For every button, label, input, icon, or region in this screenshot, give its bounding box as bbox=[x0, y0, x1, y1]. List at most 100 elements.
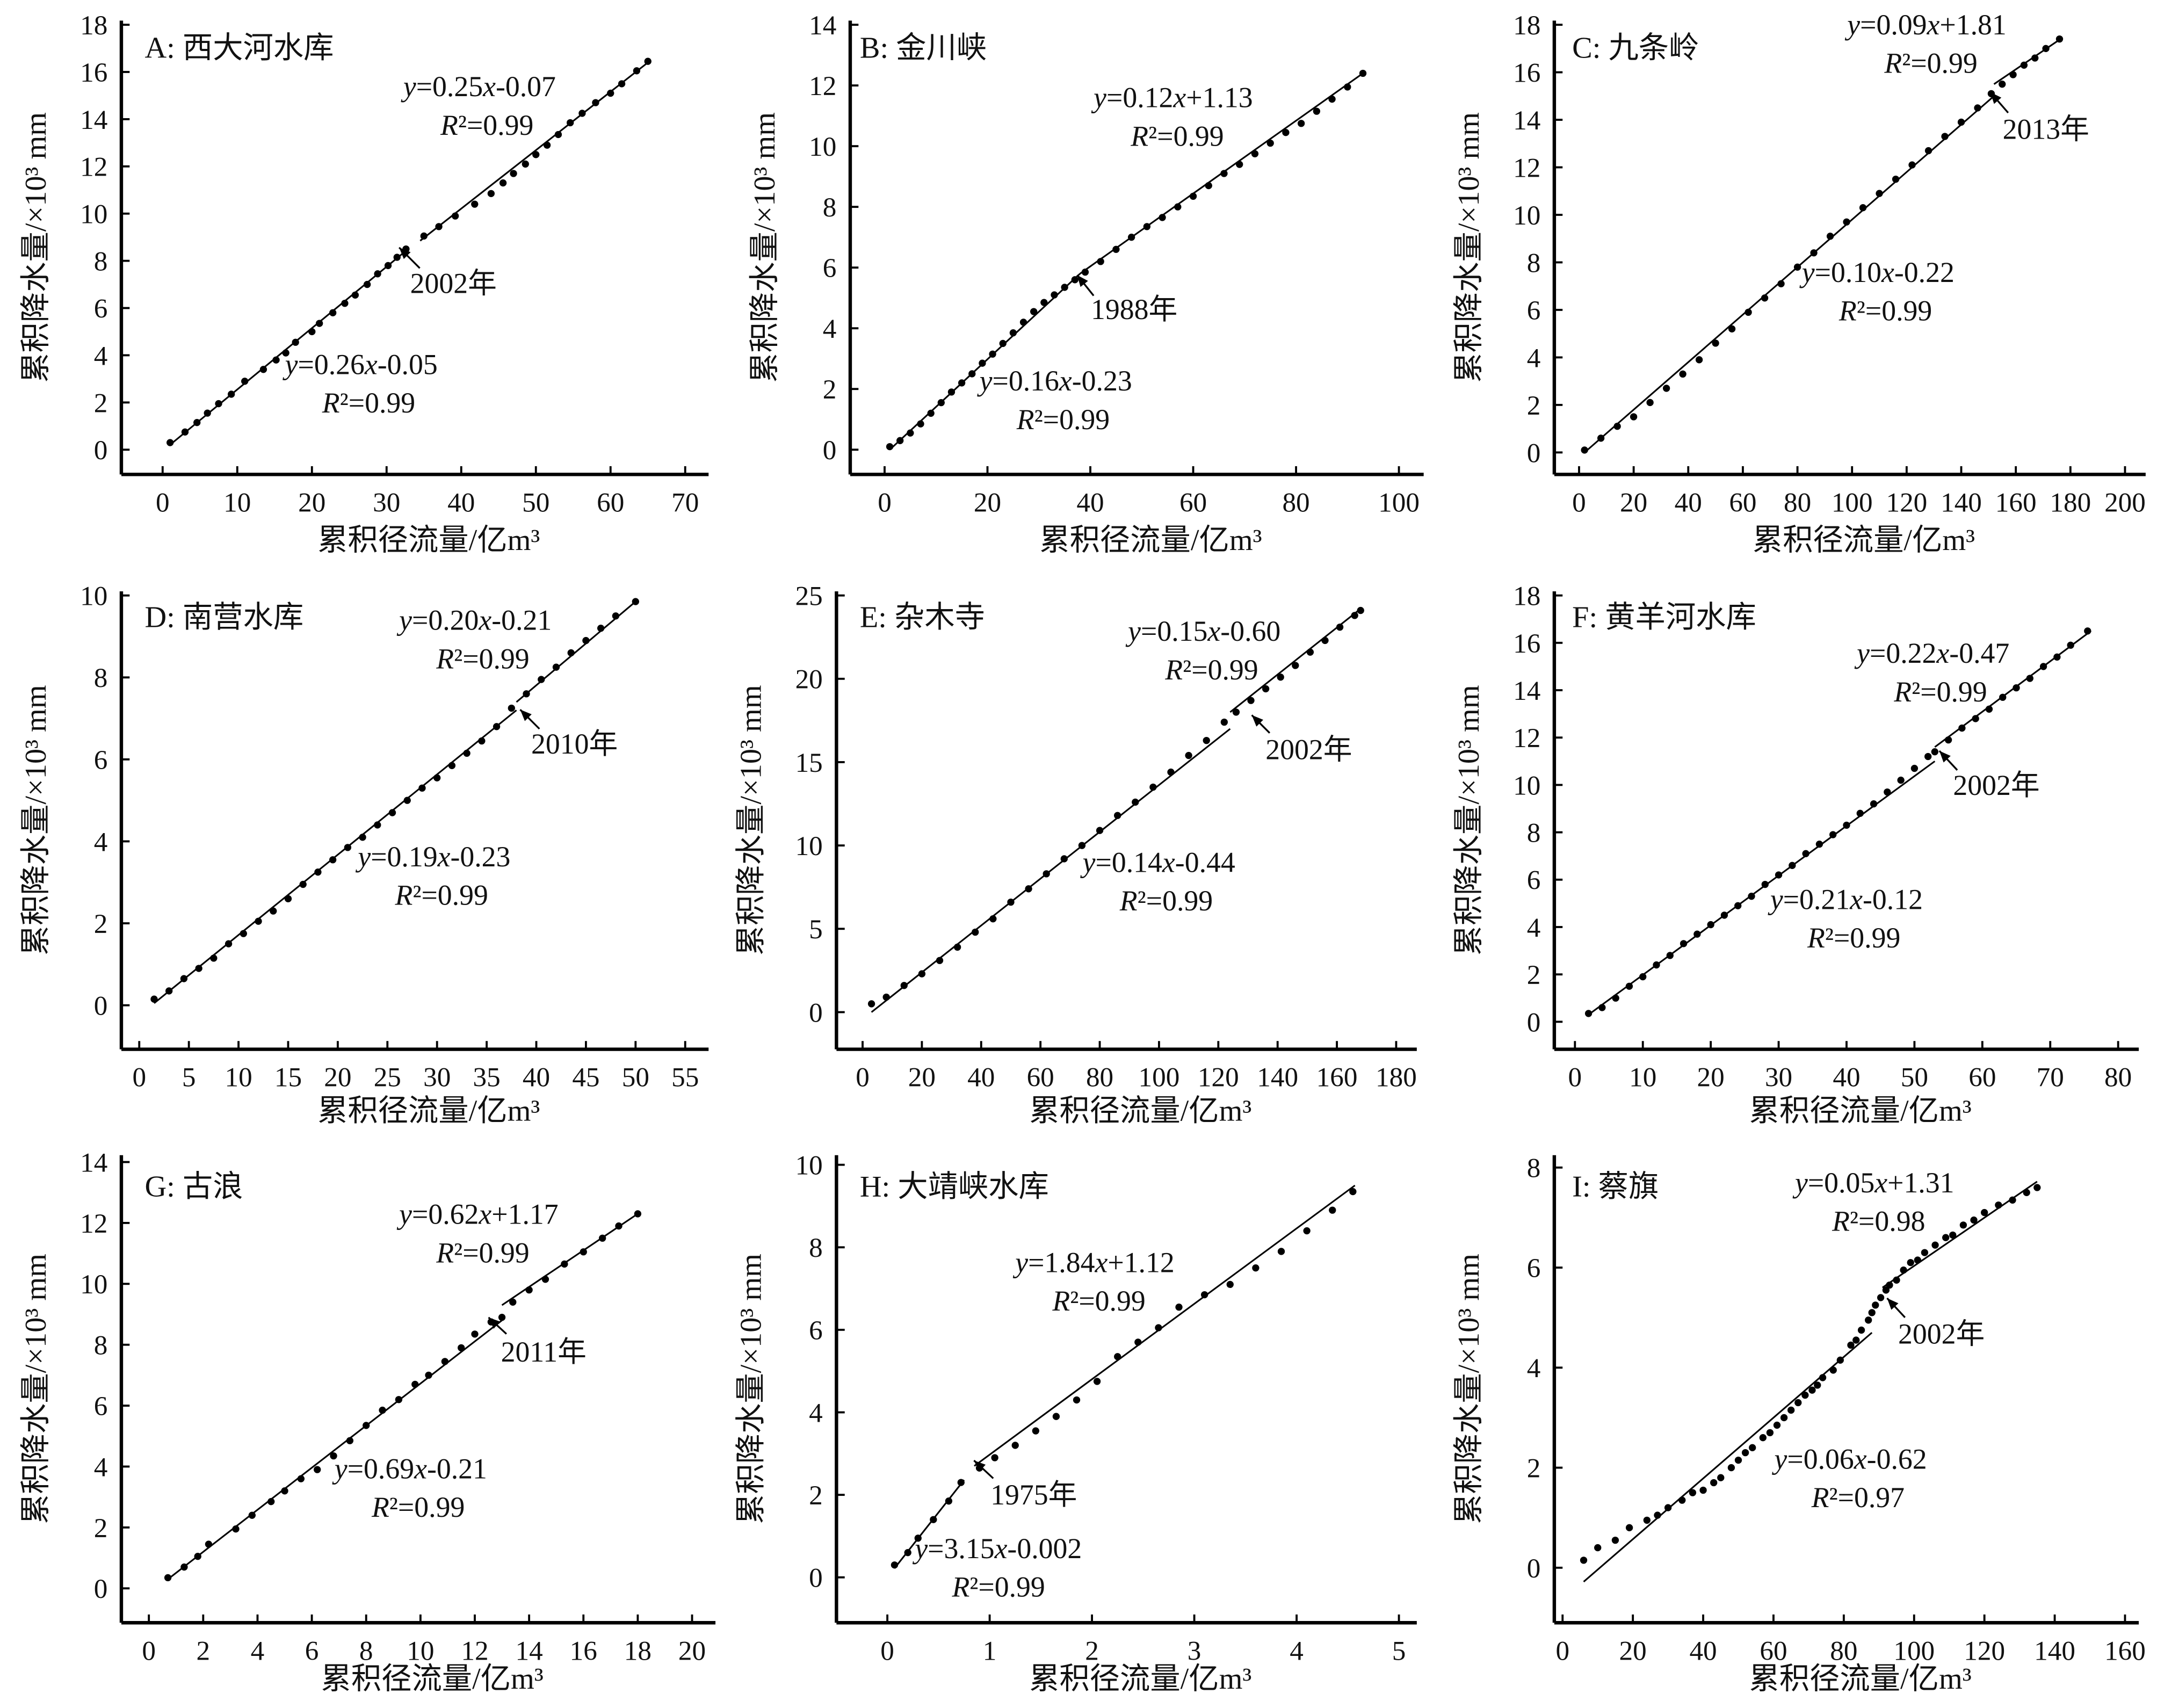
x-tick-label: 45 bbox=[572, 1062, 599, 1093]
y-tick-label: 18 bbox=[1513, 581, 1540, 612]
x-tick-label: 20 bbox=[974, 487, 1001, 518]
x-tick-label: 50 bbox=[622, 1062, 649, 1093]
data-point bbox=[316, 320, 323, 327]
data-point bbox=[1924, 147, 1932, 155]
y-tick-label: 8 bbox=[1527, 248, 1541, 278]
data-point bbox=[1859, 204, 1867, 212]
data-point bbox=[2009, 71, 2017, 78]
y-tick-label: 8 bbox=[809, 1233, 823, 1263]
x-tick-label: 60 bbox=[1729, 487, 1756, 518]
y-tick-label: 12 bbox=[1513, 723, 1540, 754]
x-tick-label: 5 bbox=[182, 1062, 196, 1093]
regression-equation-2: y=0.62x+1.17 bbox=[396, 1198, 559, 1231]
data-point bbox=[1843, 218, 1850, 226]
data-point bbox=[1789, 862, 1796, 869]
data-point bbox=[241, 378, 249, 385]
data-point bbox=[1019, 319, 1027, 326]
y-axis-label: 累积降水量/×10³ mm bbox=[1452, 112, 1486, 383]
data-point bbox=[582, 636, 590, 645]
data-point bbox=[1205, 182, 1212, 190]
data-point bbox=[599, 1234, 606, 1242]
regression-equation-2: y=0.09x+1.81 bbox=[1844, 9, 2007, 41]
regression-equation-1: y=0.21x-0.12 bbox=[1768, 883, 1923, 915]
regression-equation-2: y=0.15x-0.60 bbox=[1125, 615, 1280, 647]
panel-title: C: 九条岭 bbox=[1572, 32, 1699, 65]
data-point bbox=[384, 262, 392, 270]
x-tick-label: 8 bbox=[359, 1635, 373, 1666]
data-point bbox=[1328, 95, 1336, 103]
data-point bbox=[1349, 1188, 1357, 1196]
x-tick-label: 0 bbox=[1572, 487, 1586, 518]
y-tick-label: 12 bbox=[1513, 153, 1540, 183]
regression-equation-1: y=0.06x-0.62 bbox=[1772, 1443, 1927, 1475]
x-tick-label: 160 bbox=[1995, 487, 2037, 518]
data-point bbox=[1597, 435, 1605, 442]
data-point bbox=[194, 1553, 201, 1560]
y-tick-label: 0 bbox=[94, 435, 108, 466]
data-point bbox=[1185, 751, 1192, 759]
data-point bbox=[210, 954, 218, 962]
data-point bbox=[1892, 175, 1900, 183]
data-point bbox=[2067, 641, 2074, 649]
data-point bbox=[612, 612, 620, 620]
data-point bbox=[205, 1540, 213, 1548]
data-point bbox=[1313, 107, 1321, 115]
data-point bbox=[297, 1475, 305, 1482]
data-point bbox=[1957, 118, 1965, 126]
data-point bbox=[1625, 982, 1633, 990]
data-point bbox=[945, 1497, 953, 1505]
y-tick-label: 10 bbox=[1513, 200, 1540, 231]
data-point bbox=[1829, 1366, 1837, 1374]
regression-equation-1: y=0.26x-0.05 bbox=[283, 348, 438, 380]
x-tick-label: 80 bbox=[1830, 1635, 1857, 1666]
data-point bbox=[989, 915, 997, 923]
y-tick-label: 6 bbox=[1527, 295, 1541, 326]
data-point bbox=[1995, 1201, 2002, 1209]
data-point bbox=[1780, 1414, 1788, 1422]
data-point bbox=[292, 338, 299, 346]
data-point bbox=[1060, 855, 1068, 863]
y-tick-label: 14 bbox=[1513, 105, 1540, 136]
y-axis-label: 累积降水量/×10³ mm bbox=[1452, 685, 1486, 956]
data-point bbox=[1189, 192, 1197, 200]
data-point bbox=[1252, 1264, 1260, 1272]
y-tick-label: 4 bbox=[1527, 343, 1541, 373]
data-point bbox=[882, 993, 890, 1001]
data-point bbox=[363, 1422, 370, 1429]
data-point bbox=[1720, 911, 1728, 919]
y-tick-label: 6 bbox=[94, 293, 108, 324]
data-point bbox=[1921, 1249, 1929, 1256]
data-point bbox=[493, 723, 501, 730]
data-point bbox=[1097, 258, 1104, 265]
x-tick-label: 180 bbox=[2050, 487, 2091, 518]
data-point bbox=[1680, 940, 1688, 947]
y-tick-label: 14 bbox=[80, 105, 107, 135]
x-tick-label: 2 bbox=[1085, 1635, 1099, 1666]
x-tick-label: 20 bbox=[1619, 1635, 1647, 1666]
data-point bbox=[914, 1535, 922, 1542]
data-point bbox=[314, 869, 322, 876]
y-tick-label: 5 bbox=[809, 914, 823, 945]
data-point bbox=[1749, 1444, 1756, 1451]
data-point bbox=[1773, 1421, 1781, 1429]
data-point bbox=[1220, 718, 1228, 726]
r-squared-1: R²=0.99 bbox=[322, 387, 415, 419]
data-point bbox=[1071, 276, 1078, 284]
data-point bbox=[1251, 150, 1259, 157]
x-tick-label: 30 bbox=[423, 1062, 451, 1093]
y-tick-label: 12 bbox=[80, 1208, 107, 1239]
data-point bbox=[441, 1358, 449, 1365]
x-tick-label: 50 bbox=[522, 487, 549, 518]
x-tick-label: 0 bbox=[132, 1062, 146, 1093]
r-squared-2: R²=0.98 bbox=[1832, 1205, 1925, 1237]
x-tick-label: 200 bbox=[2104, 487, 2146, 518]
r-squared-1: R²=0.99 bbox=[1119, 885, 1213, 917]
data-point bbox=[1914, 1256, 1921, 1264]
data-point bbox=[379, 1406, 386, 1414]
data-point bbox=[232, 1525, 240, 1533]
x-tick-label: 20 bbox=[908, 1062, 936, 1093]
data-point bbox=[1695, 356, 1703, 364]
data-point bbox=[433, 774, 441, 781]
